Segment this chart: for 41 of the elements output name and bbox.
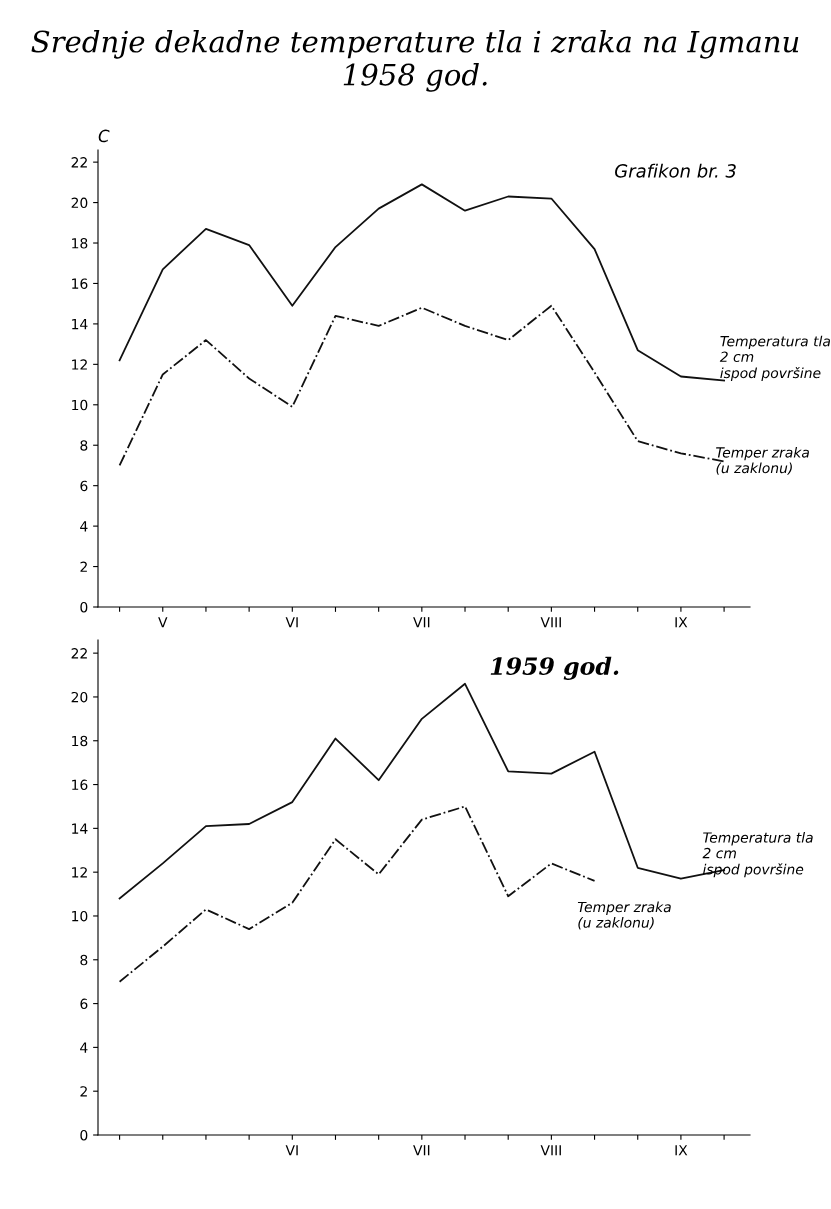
- y-tick-label: 6: [80, 998, 88, 1010]
- y-tick-label: 16: [72, 779, 88, 791]
- x-tick-label: VII: [413, 617, 430, 628]
- series-label: Temperatura tla 2 cm ispod površine: [719, 335, 830, 381]
- y-tick-label: 6: [80, 480, 88, 492]
- x-tick-label: V: [158, 617, 168, 628]
- y-tick-label: 22: [71, 157, 87, 168]
- x-tick-label: VII: [413, 1145, 430, 1156]
- x-tick-label: VI: [285, 1145, 298, 1156]
- y-tick-label: 14: [72, 823, 88, 834]
- y-tick-label: 20: [71, 197, 88, 209]
- x-tick-label: VIII: [540, 617, 561, 628]
- y-tick-label: 4: [80, 521, 88, 532]
- y-tick-label: 4: [80, 1042, 88, 1053]
- y-tick-label: 16: [72, 278, 88, 289]
- y-tick-label: 14: [72, 319, 88, 330]
- series-label: Temper zraka (u zaklonu): [716, 446, 809, 475]
- series-label: Temper zraka (u zaklonu): [577, 901, 671, 930]
- y-tick-label: 12: [72, 867, 87, 878]
- y-axis-title: C: [98, 129, 110, 143]
- y-tick-label: 12: [72, 359, 87, 370]
- y-tick-label: 18: [72, 735, 88, 747]
- y-tick-label: 18: [72, 237, 88, 249]
- x-tick-label: VIII: [540, 1145, 561, 1156]
- y-tick-label: 0: [80, 601, 88, 613]
- y-tick-label: 22: [71, 648, 87, 659]
- y-tick-label: 0: [80, 1129, 88, 1141]
- y-tick-label: 10: [72, 910, 88, 922]
- annotation: Grafikon br. 3: [615, 163, 736, 178]
- text: 1959 god.: [490, 656, 619, 680]
- x-tick-label: IX: [675, 617, 688, 628]
- y-tick-label: 20: [71, 691, 88, 703]
- y-tick-label: 2: [80, 561, 87, 572]
- y-tick-label: 10: [72, 399, 88, 411]
- y-tick-label: 8: [80, 954, 88, 966]
- y-tick-label: 8: [80, 440, 88, 451]
- chart-title: Srednje dekadne temperature tla i zraka na Igmanu 1958 god.: [31, 30, 799, 92]
- y-tick-label: 2: [80, 1086, 87, 1097]
- x-tick-label: IX: [675, 1145, 688, 1156]
- x-tick-label: VI: [285, 617, 298, 628]
- series-label: Temperatura tla 2 cm ispod površine: [702, 832, 813, 878]
